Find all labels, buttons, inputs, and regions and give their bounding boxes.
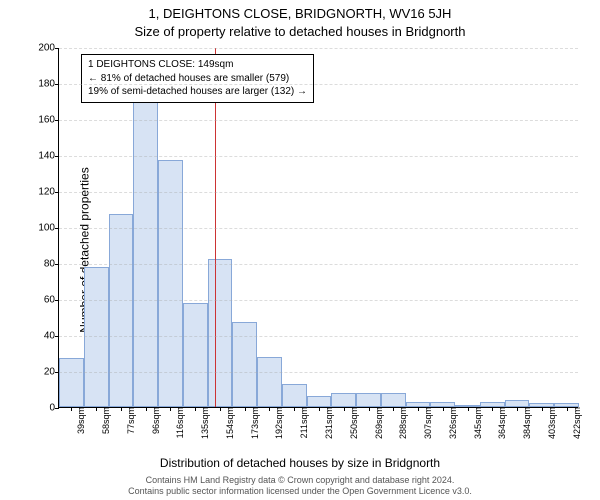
x-tick-label: 403sqm — [545, 407, 557, 439]
y-tick-mark — [55, 408, 59, 409]
annotation-box: 1 DEIGHTONS CLOSE: 149sqm ← 81% of detac… — [81, 54, 314, 103]
x-tick-label: 211sqm — [297, 407, 309, 438]
y-tick-mark — [55, 264, 59, 265]
histogram-bar — [133, 97, 158, 407]
x-tick-mark — [418, 407, 419, 411]
y-tick-mark — [55, 228, 59, 229]
x-tick-mark — [220, 407, 221, 411]
x-tick-label: 384sqm — [520, 407, 532, 439]
x-tick-label: 77sqm — [124, 407, 136, 434]
x-tick-mark — [443, 407, 444, 411]
x-tick-label: 326sqm — [446, 407, 458, 439]
y-tick-mark — [55, 192, 59, 193]
histogram-chart: 1, DEIGHTONS CLOSE, BRIDGNORTH, WV16 5JH… — [0, 0, 600, 500]
x-tick-mark — [245, 407, 246, 411]
x-tick-mark — [492, 407, 493, 411]
y-tick-mark — [55, 372, 59, 373]
x-tick-mark — [369, 407, 370, 411]
histogram-bar — [158, 160, 183, 407]
gridline — [59, 156, 578, 157]
x-tick-label: 39sqm — [74, 407, 86, 434]
chart-title-line1: 1, DEIGHTONS CLOSE, BRIDGNORTH, WV16 5JH — [0, 6, 600, 21]
gridline — [59, 372, 578, 373]
gridline — [59, 300, 578, 301]
x-tick-mark — [96, 407, 97, 411]
histogram-bar — [208, 259, 233, 407]
histogram-bar — [381, 393, 406, 407]
y-tick-mark — [55, 84, 59, 85]
x-tick-mark — [393, 407, 394, 411]
histogram-bar — [59, 358, 84, 407]
x-tick-label: 250sqm — [347, 407, 359, 439]
chart-title-line2: Size of property relative to detached ho… — [0, 24, 600, 39]
y-tick-mark — [55, 48, 59, 49]
annotation-line1: 1 DEIGHTONS CLOSE: 149sqm — [88, 58, 307, 72]
x-tick-label: 422sqm — [570, 407, 582, 439]
y-tick-mark — [55, 336, 59, 337]
x-tick-label: 307sqm — [421, 407, 433, 439]
gridline — [59, 264, 578, 265]
x-tick-label: 231sqm — [322, 407, 334, 439]
x-tick-label: 58sqm — [99, 407, 111, 434]
x-tick-mark — [468, 407, 469, 411]
x-tick-mark — [567, 407, 568, 411]
x-tick-mark — [146, 407, 147, 411]
x-tick-label: 345sqm — [471, 407, 483, 439]
x-tick-mark — [319, 407, 320, 411]
x-tick-mark — [269, 407, 270, 411]
y-tick-mark — [55, 120, 59, 121]
y-tick-mark — [55, 156, 59, 157]
annotation-line2: ← 81% of detached houses are smaller (57… — [88, 72, 307, 86]
x-tick-mark — [294, 407, 295, 411]
histogram-bar — [307, 396, 332, 407]
x-tick-label: 154sqm — [223, 407, 235, 439]
histogram-bar — [282, 384, 307, 407]
gridline — [59, 192, 578, 193]
x-tick-mark — [170, 407, 171, 411]
footer-text: Contains HM Land Registry data © Crown c… — [0, 475, 600, 498]
gridline — [59, 336, 578, 337]
footer-line2: Contains public sector information licen… — [0, 486, 600, 498]
histogram-bar — [331, 393, 356, 407]
x-tick-label: 135sqm — [198, 407, 210, 439]
x-tick-mark — [71, 407, 72, 411]
gridline — [59, 120, 578, 121]
histogram-bar — [505, 400, 530, 407]
annotation-line3: 19% of semi-detached houses are larger (… — [88, 85, 307, 99]
x-tick-label: 96sqm — [149, 407, 161, 434]
footer-line1: Contains HM Land Registry data © Crown c… — [0, 475, 600, 487]
x-tick-label: 173sqm — [248, 407, 260, 439]
x-tick-mark — [195, 407, 196, 411]
histogram-bar — [356, 393, 381, 407]
gridline — [59, 84, 578, 85]
x-tick-label: 269sqm — [372, 407, 384, 439]
x-tick-label: 192sqm — [272, 407, 284, 439]
x-tick-mark — [542, 407, 543, 411]
histogram-bar — [109, 214, 134, 407]
x-tick-label: 116sqm — [173, 407, 185, 438]
histogram-bar — [257, 357, 282, 407]
gridline — [59, 228, 578, 229]
x-tick-mark — [517, 407, 518, 411]
x-axis-label: Distribution of detached houses by size … — [0, 456, 600, 470]
y-tick-mark — [55, 300, 59, 301]
plot-area: 1 DEIGHTONS CLOSE: 149sqm ← 81% of detac… — [58, 48, 578, 408]
histogram-bar — [183, 303, 208, 407]
x-tick-mark — [344, 407, 345, 411]
x-tick-label: 288sqm — [396, 407, 408, 439]
x-tick-label: 364sqm — [495, 407, 507, 439]
x-tick-mark — [121, 407, 122, 411]
gridline — [59, 48, 578, 49]
